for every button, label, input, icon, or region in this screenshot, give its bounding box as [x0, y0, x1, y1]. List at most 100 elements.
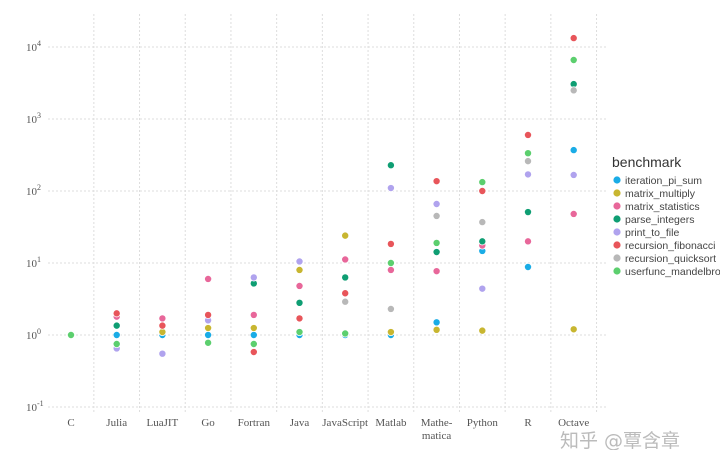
- legend-label: parse_integers: [625, 214, 694, 226]
- legend-marker-userfunc_mandelbrot: [613, 267, 621, 275]
- point-parse_integers: [432, 248, 441, 257]
- point-userfunc_mandelbrot: [432, 238, 441, 247]
- x-tick-label: Java: [290, 417, 310, 429]
- x-axis: C Julia LuaJIT Go Fortran Java JavaScript Matla…: [67, 417, 589, 442]
- point-print_to_file: [249, 273, 258, 282]
- x-tick-label: JavaScript: [322, 417, 368, 429]
- point-userfunc_mandelbrot: [386, 258, 395, 267]
- point-matrix_multiply: [386, 328, 395, 337]
- point-print_to_file: [569, 170, 578, 179]
- point-matrix_statistics: [295, 281, 304, 290]
- point-matrix_multiply: [204, 324, 213, 333]
- point-userfunc_mandelbrot: [569, 55, 578, 64]
- legend-label: matrix_multiply: [625, 188, 696, 200]
- point-matrix_multiply: [569, 325, 578, 334]
- point-recursion_fibonacci: [341, 289, 350, 298]
- x-tick-label: Octave: [558, 417, 589, 429]
- point-userfunc_mandelbrot: [249, 339, 258, 348]
- point-recursion_fibonacci: [112, 309, 121, 318]
- point-matrix_statistics: [569, 209, 578, 218]
- point-userfunc_mandelbrot: [67, 330, 76, 339]
- legend-marker-parse_integers: [613, 215, 621, 223]
- point-matrix_statistics: [204, 274, 213, 283]
- point-recursion_fibonacci: [249, 348, 258, 357]
- x-tick-label: LuaJIT: [147, 417, 179, 429]
- point-recursion_quicksort: [432, 211, 441, 220]
- point-recursion_quicksort: [341, 297, 350, 306]
- point-recursion_fibonacci: [478, 186, 487, 195]
- point-iteration_pi_sum: [569, 146, 578, 155]
- y-axis: 10-1 100 101 102 103 104: [26, 39, 44, 414]
- point-parse_integers: [386, 161, 395, 170]
- point-recursion_fibonacci: [569, 34, 578, 43]
- point-recursion_quicksort: [386, 304, 395, 313]
- point-recursion_quicksort: [478, 218, 487, 227]
- legend-label: matrix_statistics: [625, 201, 700, 213]
- y-tick-label: 100: [26, 327, 41, 342]
- point-recursion_fibonacci: [432, 177, 441, 186]
- point-matrix_multiply: [295, 265, 304, 274]
- point-matrix_statistics: [524, 237, 533, 246]
- point-userfunc_mandelbrot: [295, 328, 304, 337]
- legend-label: recursion_fibonacci: [625, 240, 715, 252]
- y-tick-label: 102: [26, 183, 41, 198]
- point-recursion_quicksort: [524, 157, 533, 166]
- x-tick-label: Mathe-: [421, 417, 453, 429]
- point-recursion_fibonacci: [524, 130, 533, 139]
- point-print_to_file: [158, 349, 167, 358]
- grid: [48, 14, 608, 412]
- x-tick-label: Go: [201, 417, 215, 429]
- point-recursion_fibonacci: [204, 310, 213, 319]
- point-matrix_multiply: [341, 231, 350, 240]
- point-matrix_multiply: [478, 326, 487, 335]
- legend-marker-matrix_statistics: [613, 202, 621, 210]
- point-recursion_fibonacci: [386, 239, 395, 248]
- legend-label: userfunc_mandelbrot: [625, 266, 720, 278]
- point-matrix_statistics: [386, 265, 395, 274]
- point-parse_integers: [112, 321, 121, 330]
- y-tick-label: 103: [26, 111, 41, 126]
- point-recursion_fibonacci: [158, 321, 167, 330]
- point-parse_integers: [524, 208, 533, 217]
- point-matrix_statistics: [158, 314, 167, 323]
- legend-label: print_to_file: [625, 227, 679, 239]
- legend-marker-recursion_quicksort: [613, 254, 621, 262]
- y-tick-label: 10-1: [26, 399, 44, 414]
- data-points: [67, 34, 578, 358]
- point-print_to_file: [432, 199, 441, 208]
- legend-marker-matrix_multiply: [613, 189, 621, 197]
- x-tick-label: Fortran: [238, 417, 271, 429]
- point-iteration_pi_sum: [112, 330, 121, 339]
- x-tick-label: Julia: [106, 417, 127, 429]
- x-tick-label: Matlab: [375, 417, 407, 429]
- point-matrix_statistics: [249, 310, 258, 319]
- legend-label: recursion_quicksort: [625, 253, 716, 265]
- y-tick-label: 101: [26, 255, 41, 270]
- legend: benchmark iteration_pi_summatrix_multipl…: [612, 154, 720, 278]
- x-tick-label: matica: [422, 430, 451, 442]
- legend-marker-recursion_fibonacci: [613, 241, 621, 249]
- point-userfunc_mandelbrot: [524, 149, 533, 158]
- point-matrix_statistics: [432, 267, 441, 276]
- point-matrix_multiply: [249, 324, 258, 333]
- point-userfunc_mandelbrot: [341, 329, 350, 338]
- point-parse_integers: [478, 237, 487, 246]
- x-tick-label: C: [67, 417, 74, 429]
- point-parse_integers: [295, 298, 304, 307]
- point-iteration_pi_sum: [249, 330, 258, 339]
- point-print_to_file: [295, 257, 304, 266]
- legend-marker-print_to_file: [613, 228, 621, 236]
- point-userfunc_mandelbrot: [112, 339, 121, 348]
- watermark: 知乎 @覃含章: [560, 430, 680, 450]
- point-recursion_fibonacci: [295, 314, 304, 323]
- point-iteration_pi_sum: [204, 330, 213, 339]
- point-iteration_pi_sum: [432, 318, 441, 327]
- point-recursion_quicksort: [569, 86, 578, 95]
- point-userfunc_mandelbrot: [204, 338, 213, 347]
- point-parse_integers: [341, 273, 350, 282]
- x-tick-label: Python: [467, 417, 499, 429]
- y-tick-label: 104: [26, 39, 41, 54]
- legend-marker-iteration_pi_sum: [613, 176, 621, 184]
- point-print_to_file: [524, 170, 533, 179]
